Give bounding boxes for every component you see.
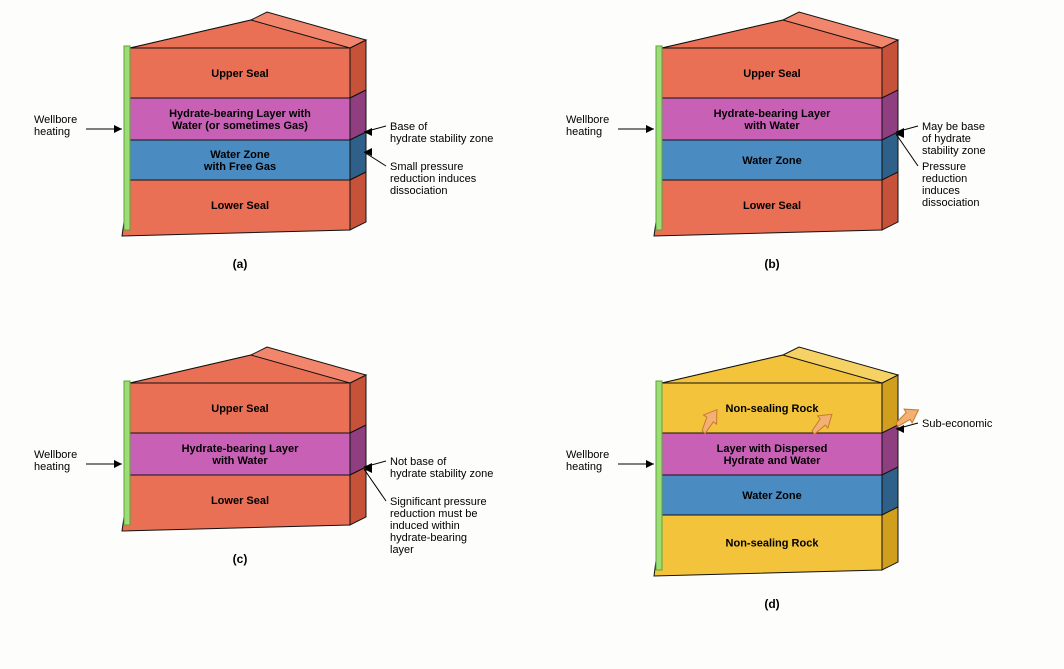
left-label-line0: Wellbore <box>566 449 609 461</box>
layer-label-upper_seal-line0: Upper Seal <box>211 68 268 80</box>
right-annot-1-line2: induced within <box>390 520 460 532</box>
right-annot-1-line1: reduction induces <box>390 173 477 185</box>
layer-side-upper_nonseal <box>882 375 898 433</box>
layer-label-upper_seal-line0: Upper Seal <box>211 403 268 415</box>
right-annot-0-line0: Base of <box>390 121 428 133</box>
right-annot-1-lead <box>896 134 918 166</box>
left-label-line0: Wellbore <box>34 449 77 461</box>
panel-b-svg: Upper Seal Hydrate-bearing Layerwith Wate… <box>532 0 1064 334</box>
panel-c-svg: Upper Seal Hydrate-bearing Layerwith Wate… <box>0 335 532 669</box>
panel-d-svg: Non-sealing Rock Layer with DispersedHydr… <box>532 335 1064 669</box>
wellbore <box>124 46 130 230</box>
layer-side-upper_seal <box>350 375 366 433</box>
layer-label-upper_nonseal-line0: Non-sealing Rock <box>726 403 820 415</box>
layer-label-hydrate-line0: Layer with Dispersed <box>717 443 828 455</box>
right-annot-1-lead <box>364 469 386 501</box>
right-annot-1-line0: Pressure <box>922 161 966 173</box>
right-annot-0-line0: Not base of <box>390 456 447 468</box>
panel-a: Upper SealHydrate-bearing Layer withWate… <box>0 0 532 335</box>
layer-side-lower_seal <box>882 172 898 230</box>
panel-b: Upper Seal Hydrate-bearing Layerwith Wate… <box>532 0 1064 335</box>
layer-side-upper_seal <box>882 40 898 98</box>
right-annot-1-line0: Significant pressure <box>390 496 487 508</box>
arrow-wellbore-head <box>646 460 654 468</box>
caption: (a) <box>233 257 248 271</box>
right-annot-1-line3: dissociation <box>922 197 979 209</box>
right-annot-1-line4: layer <box>390 544 414 556</box>
layer-label-hydrate-line1: with Water <box>211 455 268 467</box>
right-annot-1-line0: Small pressure <box>390 161 463 173</box>
right-annot-0-line1: hydrate stability zone <box>390 133 493 145</box>
right-annot-0-line1: of hydrate <box>922 133 971 145</box>
caption: (b) <box>764 257 779 271</box>
panel-c: Upper Seal Hydrate-bearing Layerwith Wate… <box>0 335 532 669</box>
layer-side-hydrate <box>882 90 898 140</box>
layer-side-hydrate <box>350 90 366 140</box>
left-label-line1: heating <box>566 126 602 138</box>
left-label-line1: heating <box>566 461 602 473</box>
layer-label-water-line0: Water Zone <box>210 149 270 161</box>
layer-side-upper_seal <box>350 40 366 98</box>
layer-label-lower_nonseal-line0: Non-sealing Rock <box>726 537 820 549</box>
arrow-wellbore-head <box>646 125 654 133</box>
arrow-wellbore-head <box>114 460 122 468</box>
right-annot-1-line2: induces <box>922 185 960 197</box>
layer-side-lower_nonseal <box>882 507 898 570</box>
layer-label-lower_seal-line0: Lower Seal <box>211 200 269 212</box>
right-annot-1-line3: hydrate-bearing <box>390 532 467 544</box>
left-label-line1: heating <box>34 461 70 473</box>
caption: (d) <box>764 597 779 611</box>
panel-a-svg: Upper SealHydrate-bearing Layer withWate… <box>0 0 532 334</box>
left-label-line0: Wellbore <box>34 114 77 126</box>
wellbore <box>656 46 662 230</box>
left-label-line0: Wellbore <box>566 114 609 126</box>
layer-label-water-line1: with Free Gas <box>203 161 276 173</box>
layer-side-hydrate <box>350 425 366 475</box>
right-annot-0-line2: stability zone <box>922 145 986 157</box>
right-annot-0-line1: hydrate stability zone <box>390 468 493 480</box>
layer-label-lower_seal-line0: Lower Seal <box>743 200 801 212</box>
right-annot-1-line2: dissociation <box>390 185 447 197</box>
panel-d: Non-sealing Rock Layer with DispersedHydr… <box>532 335 1064 669</box>
right-annot-1-line1: reduction <box>922 173 967 185</box>
layer-side-lower_seal <box>350 172 366 230</box>
layer-label-hydrate-line0: Hydrate-bearing Layer with <box>169 108 311 120</box>
layer-side-hydrate <box>882 425 898 475</box>
wellbore <box>124 381 130 525</box>
layer-label-hydrate-line1: Water (or sometimes Gas) <box>172 120 308 132</box>
right-annot-0-line0: May be base <box>922 121 985 133</box>
layer-label-hydrate-line0: Hydrate-bearing Layer <box>182 443 299 455</box>
arrow-wellbore-head <box>114 125 122 133</box>
left-label-line1: heating <box>34 126 70 138</box>
right-annot-0-line0: Sub-economic <box>922 418 993 430</box>
layer-label-hydrate-line0: Hydrate-bearing Layer <box>714 108 831 120</box>
layer-label-lower_seal-line0: Lower Seal <box>211 495 269 507</box>
wellbore <box>656 381 662 570</box>
figure-grid: Upper SealHydrate-bearing Layer withWate… <box>0 0 1064 669</box>
layer-label-upper_seal-line0: Upper Seal <box>743 68 800 80</box>
layer-label-water-line0: Water Zone <box>742 155 802 167</box>
right-annot-1-lead <box>364 152 386 166</box>
layer-label-water-line0: Water Zone <box>742 490 802 502</box>
right-annot-1-line1: reduction must be <box>390 508 477 520</box>
layer-label-hydrate-line1: with Water <box>743 120 800 132</box>
layer-side-lower_seal <box>350 467 366 525</box>
caption: (c) <box>233 552 248 566</box>
layer-label-hydrate-line1: Hydrate and Water <box>724 455 822 467</box>
